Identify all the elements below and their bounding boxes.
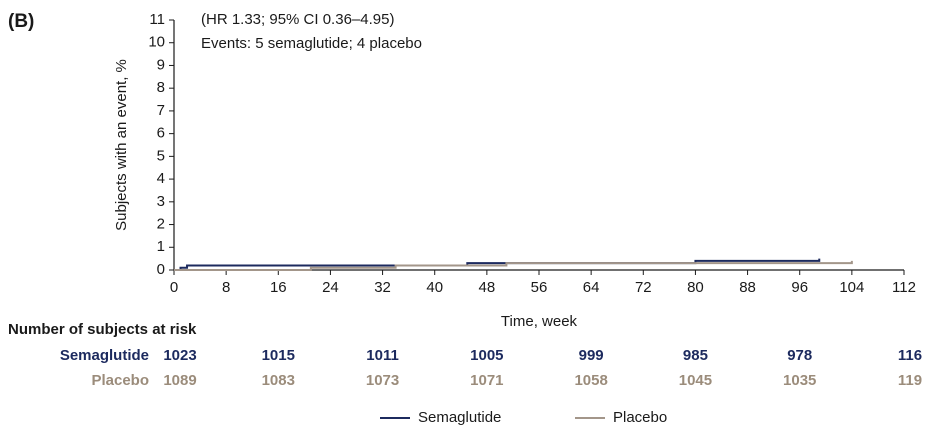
y-tick-label: 3 (157, 193, 165, 210)
risk-value: 985 (683, 347, 708, 364)
risk-value: 119 (898, 372, 922, 389)
x-tick-label: 56 (531, 279, 548, 296)
x-tick-label: 0 (170, 279, 178, 296)
risk-row-label: Semaglutide (60, 347, 149, 364)
legend-label: Semaglutide (418, 409, 501, 426)
y-tick-label: 8 (157, 79, 165, 96)
annotation: (HR 1.33; 95% CI 0.36–4.95) (201, 11, 394, 28)
risk-value: 1089 (163, 372, 196, 389)
series-line (174, 258, 821, 271)
x-tick-label: 88 (739, 279, 756, 296)
risk-value: 116 (898, 347, 922, 364)
risk-row-label: Placebo (91, 372, 149, 389)
risk-value: 1023 (163, 347, 196, 364)
x-tick-label: 24 (322, 279, 339, 296)
y-tick-label: 2 (157, 216, 165, 233)
risk-value: 1071 (470, 372, 503, 389)
risk-value: 1045 (679, 372, 712, 389)
y-tick-label: 5 (157, 147, 165, 164)
risk-value: 978 (787, 347, 812, 364)
y-tick-label: 4 (157, 170, 165, 187)
y-tick-label: 9 (157, 56, 165, 73)
panel-label: (B) (8, 11, 34, 32)
x-tick-label: 16 (270, 279, 287, 296)
x-tick-label: 64 (583, 279, 600, 296)
risk-value: 1005 (470, 347, 503, 364)
x-axis-label: Time, week (501, 313, 578, 330)
legend-label: Placebo (613, 409, 667, 426)
series-line (174, 260, 853, 271)
y-axis-label: Subjects with an event, % (113, 59, 130, 231)
x-tick-label: 104 (839, 279, 864, 296)
y-tick-label: 7 (157, 102, 165, 119)
y-tick-label: 1 (157, 238, 165, 255)
x-tick-label: 48 (479, 279, 496, 296)
risk-value: 1058 (574, 372, 607, 389)
x-tick-label: 32 (374, 279, 391, 296)
y-tick-label: 11 (149, 11, 165, 28)
risk-value: 999 (579, 347, 604, 364)
y-tick-label: 10 (148, 34, 165, 51)
annotation: Events: 5 semaglutide; 4 placebo (201, 35, 422, 52)
x-tick-label: 40 (426, 279, 443, 296)
y-tick-label: 0 (157, 261, 165, 278)
y-tick-label: 6 (157, 125, 165, 142)
risk-value: 1073 (366, 372, 399, 389)
risk-value: 1015 (262, 347, 295, 364)
x-tick-label: 72 (635, 279, 652, 296)
risk-value: 1035 (783, 372, 816, 389)
x-tick-label: 112 (892, 279, 916, 296)
x-tick-label: 96 (791, 279, 808, 296)
risk-table-title: Number of subjects at risk (8, 321, 197, 338)
risk-value: 1011 (366, 347, 399, 364)
risk-value: 1083 (262, 372, 295, 389)
x-tick-label: 80 (687, 279, 704, 296)
x-tick-label: 8 (222, 279, 230, 296)
